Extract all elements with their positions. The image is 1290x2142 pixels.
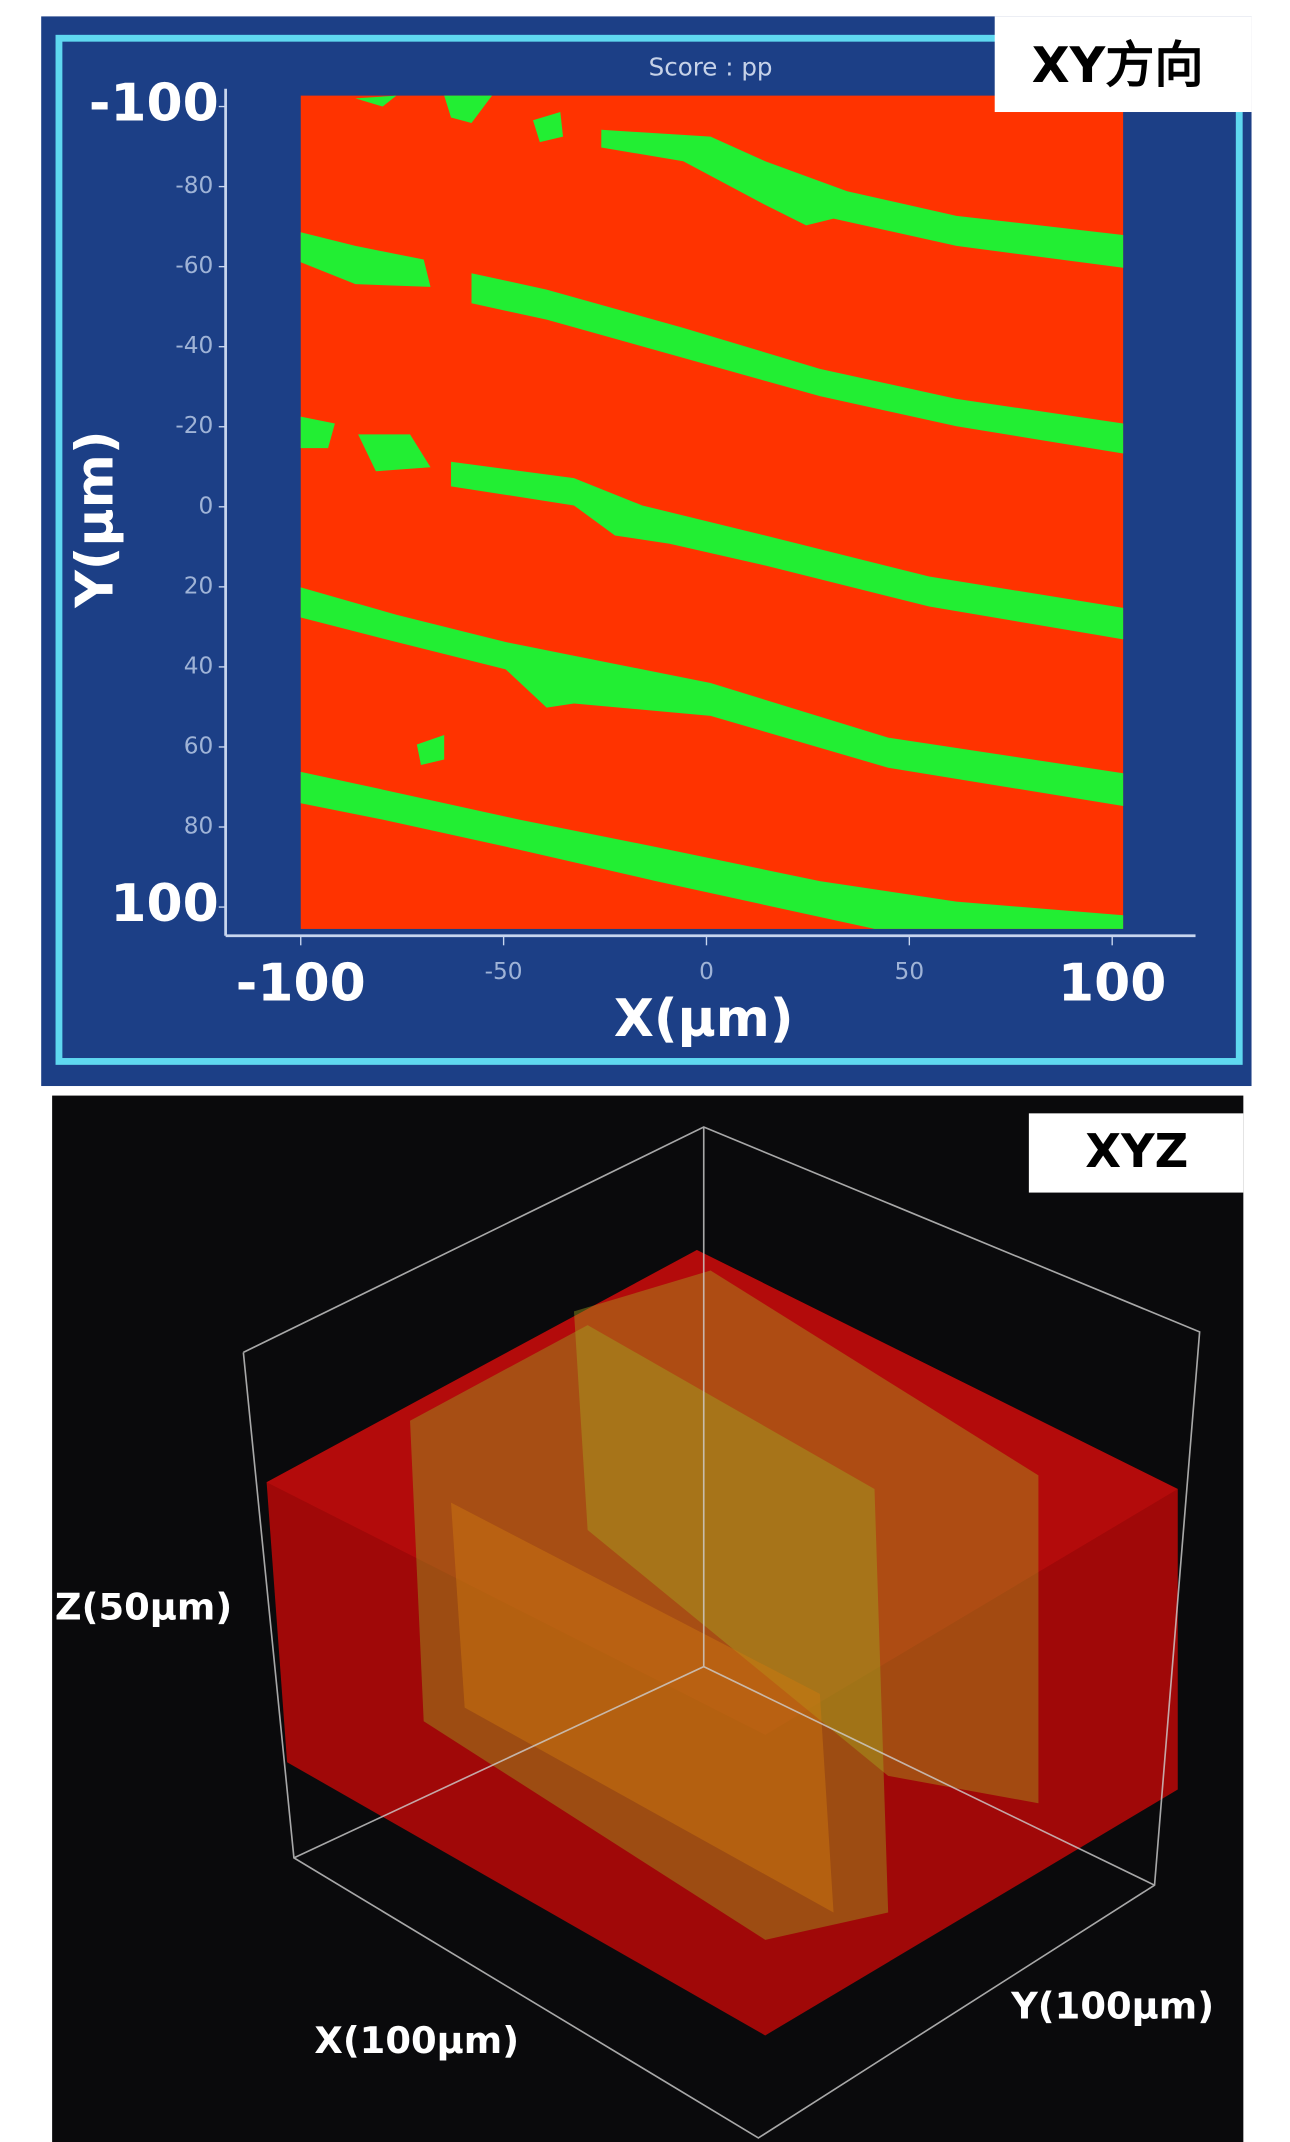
page: {"xy_panel":{"label":"XY方向","score":"Sco… bbox=[0, 0, 1290, 2142]
x-tick-label: 50 bbox=[895, 958, 925, 985]
z-axis-label: Z(50μm) bbox=[55, 1586, 232, 1629]
y-tick-label: -40 bbox=[175, 332, 213, 359]
y-axis-label: Y(100μm) bbox=[1010, 1985, 1214, 2028]
y-tick-label: 40 bbox=[184, 652, 214, 679]
y-tick-label: -100 bbox=[89, 74, 219, 134]
figure: -100 -80 -60 -40 -20 0 20 40 60 80 100 -100 -50 0 50 1… bbox=[0, 0, 1290, 2142]
y-tick-label: 0 bbox=[199, 492, 214, 519]
y-tick-label: -60 bbox=[175, 252, 213, 279]
x-tick-label: 0 bbox=[699, 958, 714, 985]
x-tick-label: -50 bbox=[485, 958, 523, 985]
xy-label: XY方向 bbox=[1032, 36, 1204, 94]
x-tick-label: -100 bbox=[236, 953, 366, 1013]
x-axis-title: X(μm) bbox=[614, 989, 794, 1049]
score-label: Score : pp bbox=[649, 52, 773, 81]
y-tick-label: 100 bbox=[110, 874, 218, 934]
xyz-label: XYZ bbox=[1085, 1124, 1188, 1178]
x-axis-label: X(100μm) bbox=[314, 2019, 519, 2062]
y-tick-label: -80 bbox=[175, 172, 213, 199]
y-tick-label: 80 bbox=[184, 813, 214, 840]
y-tick-label: 60 bbox=[184, 732, 214, 759]
y-axis-title: Y(μm) bbox=[66, 430, 126, 608]
y-tick-label: 20 bbox=[184, 572, 214, 599]
x-tick-label: 100 bbox=[1058, 953, 1166, 1013]
y-tick-label: -20 bbox=[175, 412, 213, 439]
